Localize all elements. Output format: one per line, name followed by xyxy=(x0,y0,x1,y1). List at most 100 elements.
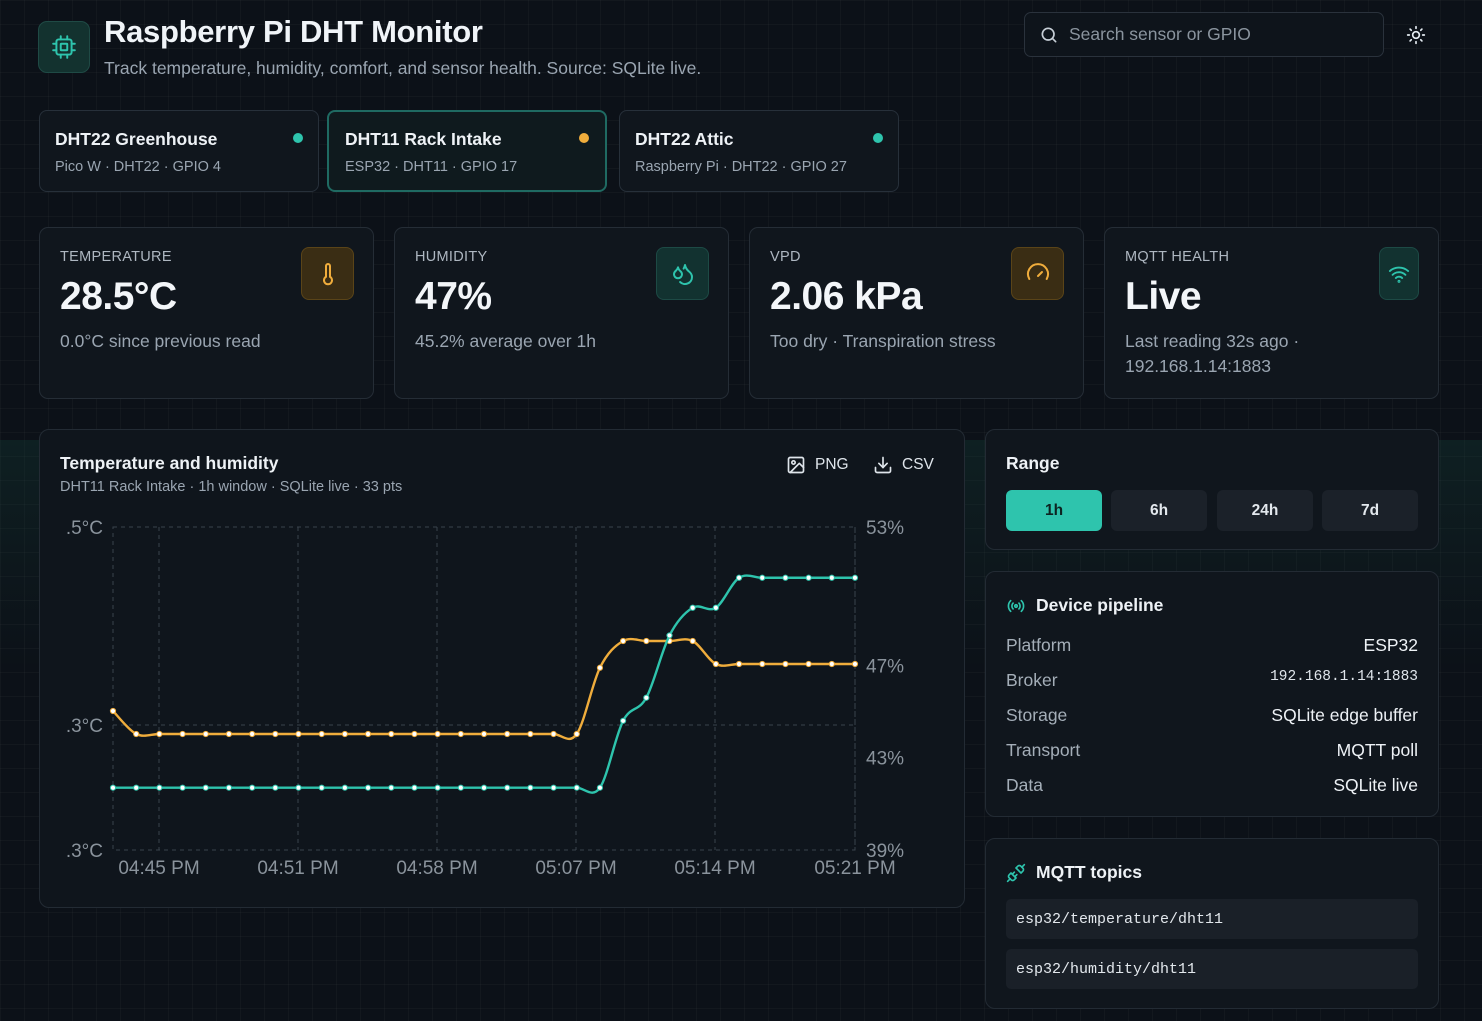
sensor-meta: Raspberry Pi · DHT22 · GPIO 27 xyxy=(635,159,847,175)
status-dot xyxy=(579,133,589,143)
sun-icon xyxy=(1406,25,1426,45)
metric-note: Last reading 32s ago · 192.168.1.14:1883 xyxy=(1125,331,1300,376)
temperature-humidity-chart: 04:45 PM 04:51 PM 04:58 PM 05:07 PM 05:14 PM… xyxy=(66,518,904,879)
theme-toggle-button[interactable] xyxy=(1401,20,1431,50)
search-input[interactable] xyxy=(1069,24,1369,45)
series-point xyxy=(504,730,511,738)
pipeline-row-broker: Broker 192.168.1.14:1883 xyxy=(1006,668,1418,691)
metric-card-humidity: HUMIDITY 47% 45.2% average over 1h xyxy=(394,227,729,399)
metric-note: Too dry · Transpiration stress xyxy=(770,331,996,351)
y-right-tick-label: 53% xyxy=(866,518,904,539)
metric-value: Live xyxy=(1125,275,1202,318)
series-point xyxy=(689,604,696,611)
sensor-card-attic[interactable]: DHT22 Attic Raspberry Pi · DHT22 · GPIO … xyxy=(619,110,899,192)
series-point xyxy=(411,784,418,791)
page-title: Raspberry Pi DHT Monitor xyxy=(104,14,483,49)
series-point xyxy=(202,784,209,791)
series-point xyxy=(225,784,233,791)
plug-icon xyxy=(1006,863,1026,882)
export-csv-label: CSV xyxy=(902,456,934,473)
metric-value: 47% xyxy=(415,275,492,318)
mqtt-topic-item[interactable]: esp32/humidity/dht11 xyxy=(1006,949,1418,989)
metric-card-temperature: TEMPERATURE 28.5°C 0.0°C since previous … xyxy=(39,227,374,399)
x-tick-label: 05:21 PM xyxy=(814,858,895,879)
x-tick-label: 04:51 PM xyxy=(257,858,338,879)
thermometer-icon xyxy=(301,247,354,300)
series-point xyxy=(689,637,696,645)
series-point xyxy=(225,730,233,738)
search-icon xyxy=(1041,27,1057,43)
series-point xyxy=(156,730,163,738)
series-point xyxy=(596,784,604,791)
series-point xyxy=(434,784,441,791)
range-option-7d[interactable]: 7d xyxy=(1322,490,1418,531)
metric-label: VPD xyxy=(770,249,801,265)
range-option-24h[interactable]: 24h xyxy=(1217,490,1313,531)
export-csv-button[interactable]: CSV xyxy=(873,455,934,475)
sensor-card-rack-intake[interactable]: DHT11 Rack Intake ESP32 · DHT11 · GPIO 1… xyxy=(327,110,607,192)
pipeline-value: SQLite edge buffer xyxy=(1271,705,1418,725)
sensor-meta: ESP32 · DHT11 · GPIO 17 xyxy=(345,159,518,175)
range-option-6h[interactable]: 6h xyxy=(1111,490,1207,531)
range-title: Range xyxy=(1006,453,1060,473)
series-point xyxy=(341,730,348,738)
series-point xyxy=(133,784,140,791)
series-point xyxy=(318,730,325,738)
export-png-label: PNG xyxy=(815,456,849,473)
pipeline-row-platform: Platform ESP32 xyxy=(1006,635,1418,656)
series-point xyxy=(805,660,812,668)
series-point xyxy=(179,730,186,738)
series-line-1 xyxy=(113,574,855,794)
series-point xyxy=(364,784,372,791)
sensor-meta: Pico W · DHT22 · GPIO 4 xyxy=(55,159,221,175)
series-point xyxy=(272,730,279,738)
export-png-button[interactable]: PNG xyxy=(786,455,849,475)
series-point xyxy=(620,717,627,724)
sensor-name: DHT22 Attic xyxy=(635,129,734,149)
series-line-0 xyxy=(112,637,855,741)
series-point xyxy=(828,660,835,668)
y-right-tick-label: 39% xyxy=(866,841,904,862)
chart-subtitle: DHT11 Rack Intake · 1h window · SQLite l… xyxy=(60,479,403,495)
topics-title: MQTT topics xyxy=(1036,862,1142,882)
chart-panel: Temperature and humidity DHT11 Rack Inta… xyxy=(39,429,965,908)
y-left-tick-label: .5°C xyxy=(66,518,103,539)
series-point xyxy=(179,784,186,791)
range-option-1h[interactable]: 1h xyxy=(1006,490,1102,531)
device-pipeline-panel: Device pipeline Platform ESP32 Broker 19… xyxy=(985,571,1439,817)
series-point xyxy=(782,660,789,668)
series-point xyxy=(156,784,163,791)
sensor-card-greenhouse[interactable]: DHT22 Greenhouse Pico W · DHT22 · GPIO 4 xyxy=(39,110,319,192)
series-point xyxy=(643,694,650,701)
pipeline-value: MQTT poll xyxy=(1336,740,1418,760)
pipeline-key: Broker xyxy=(1006,670,1058,690)
pipeline-row-storage: Storage SQLite edge buffer xyxy=(1006,705,1418,726)
y-right-tick-label: 43% xyxy=(866,749,904,770)
image-icon xyxy=(787,456,805,474)
pipeline-key: Storage xyxy=(1006,705,1068,725)
series-point xyxy=(712,660,719,668)
droplets-icon xyxy=(656,247,709,300)
metric-card-mqtt-health: MQTT HEALTH Live Last reading 32s ago · … xyxy=(1104,227,1439,399)
pipeline-title: Device pipeline xyxy=(1036,595,1164,615)
series-point xyxy=(364,730,372,738)
series-point xyxy=(388,784,395,791)
mqtt-topic-item[interactable]: esp32/temperature/dht11 xyxy=(1006,899,1418,939)
series-point xyxy=(109,784,117,791)
page-subtitle: Track temperature, humidity, comfort, an… xyxy=(104,58,702,78)
y-left-tick-label: .3°C xyxy=(66,716,103,737)
series-point xyxy=(620,637,627,645)
metric-label: HUMIDITY xyxy=(415,249,488,265)
sensor-name: DHT22 Greenhouse xyxy=(55,129,218,149)
metric-card-vpd: VPD 2.06 kPa Too dry · Transpiration str… xyxy=(749,227,1084,399)
series-point xyxy=(434,730,441,738)
search-box[interactable] xyxy=(1024,12,1384,57)
series-point xyxy=(411,730,418,738)
series-point xyxy=(735,660,743,668)
pipeline-value: 192.168.1.14:1883 xyxy=(1270,668,1418,685)
series-point xyxy=(851,660,859,668)
broadcast-icon xyxy=(1007,599,1025,612)
series-point xyxy=(596,664,604,671)
series-point xyxy=(666,632,673,639)
series-point xyxy=(388,730,395,738)
